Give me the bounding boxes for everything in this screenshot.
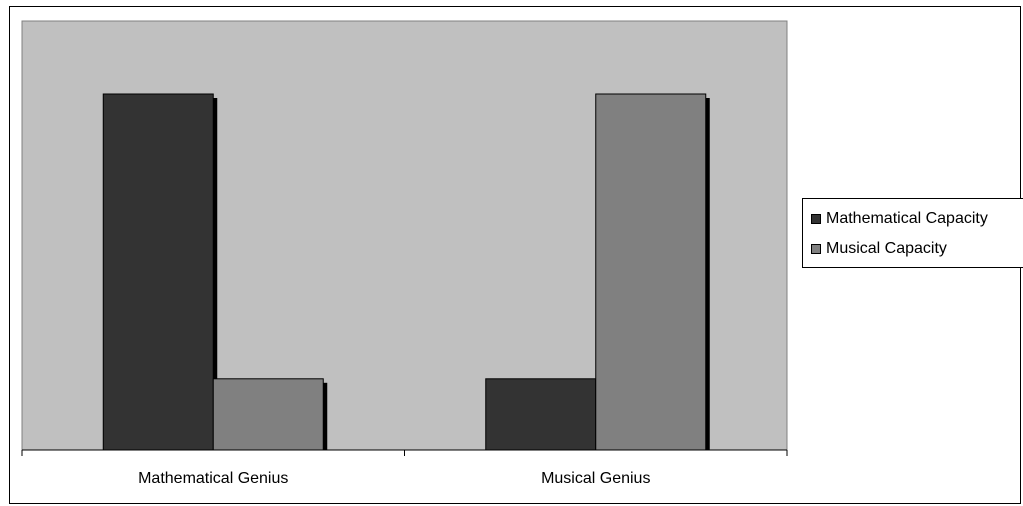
x-axis-labels: Mathematical Genius Musical Genius [138,470,650,487]
bars-layer [102,93,710,451]
x-tick-label: Musical Genius [541,470,650,487]
bar-mathematical-genius-musical-capacity [212,378,324,451]
bar-musical-genius-mathematical-capacity [485,378,597,451]
legend-label-musical-capacity: Musical Capacity [826,240,947,257]
legend-swatch-mathematical-capacity [811,214,821,224]
bar-musical-genius-musical-capacity [595,93,707,451]
legend: Mathematical Capacity Musical Capacity [802,198,1023,268]
bar-mathematical-genius-mathematical-capacity [102,93,214,451]
legend-item-mathematical-capacity: Mathematical Capacity [811,209,988,229]
legend-label-mathematical-capacity: Mathematical Capacity [826,210,988,227]
x-axis-ticks [21,450,788,456]
legend-item-musical-capacity: Musical Capacity [811,239,947,259]
x-tick-label: Mathematical Genius [138,470,288,487]
legend-swatch-musical-capacity [811,244,821,254]
